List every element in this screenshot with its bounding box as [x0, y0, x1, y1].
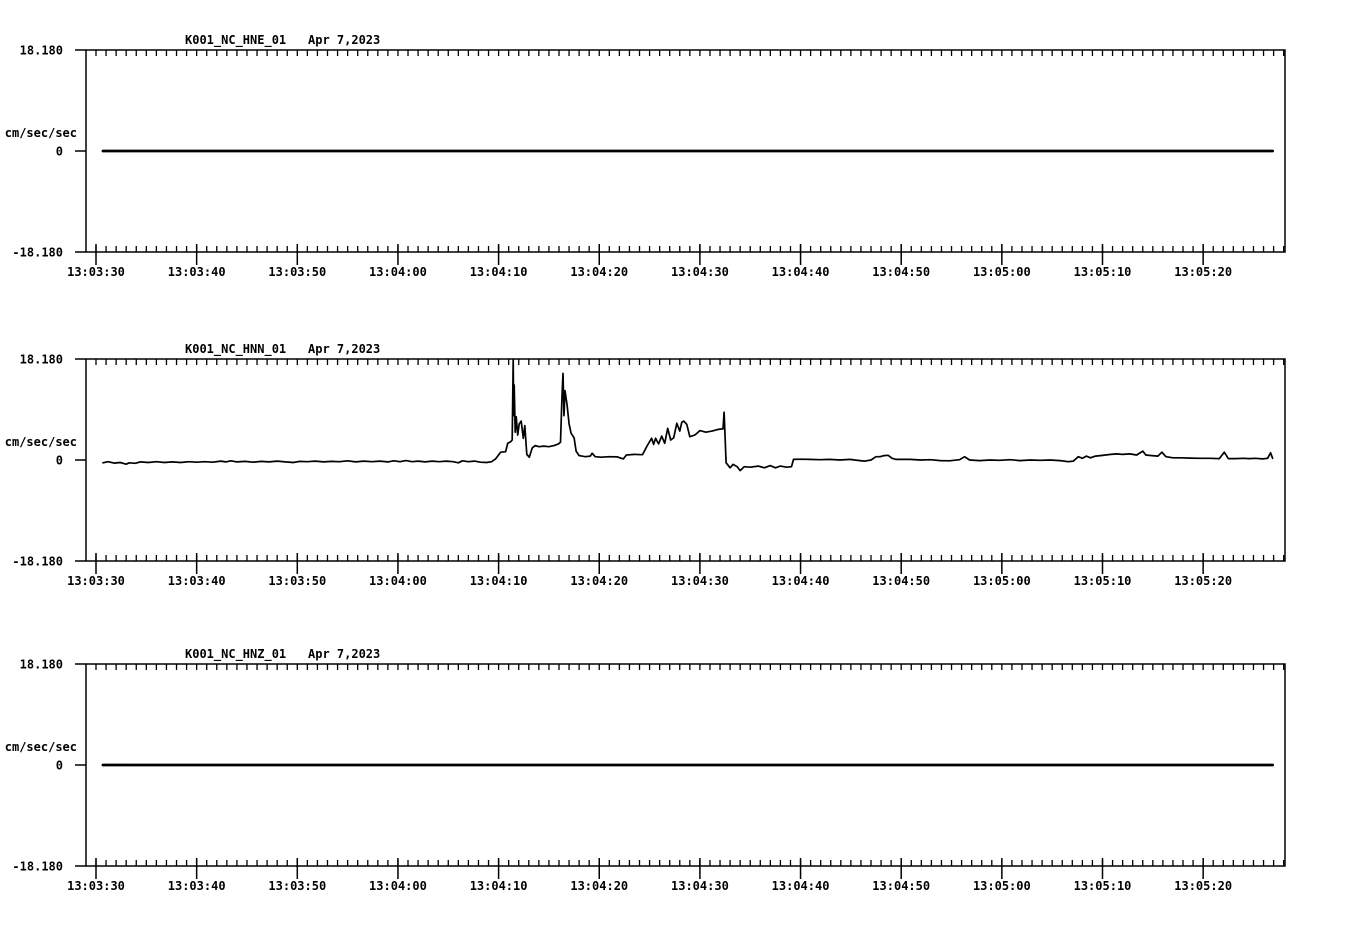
x-tick-label: 13:04:10	[470, 265, 528, 279]
y-axis-unit-label: cm/sec/sec	[5, 435, 77, 449]
x-tick-label: 13:03:40	[168, 879, 226, 893]
x-tick-label: 13:03:40	[168, 574, 226, 588]
y-tick-label: 0	[56, 759, 63, 773]
x-tick-label: 13:05:00	[973, 265, 1031, 279]
y-tick-label: -18.180	[12, 246, 63, 260]
x-tick-label: 13:04:30	[671, 574, 729, 588]
y-ticks	[75, 49, 86, 253]
y-ticks	[75, 663, 86, 867]
x-tick-label: 13:04:20	[570, 265, 628, 279]
y-tick-label: -18.180	[12, 860, 63, 874]
x-tick-label: 13:04:50	[872, 265, 930, 279]
major-ticks	[95, 553, 1204, 574]
y-tick-label: 18.180	[20, 353, 63, 367]
panel-date: Apr 7,2023	[308, 647, 380, 661]
minor-ticks	[95, 664, 1285, 866]
x-tick-label: 13:04:10	[470, 574, 528, 588]
panel-k001_nc_hnz_01: 13:03:30 13:03:40 13:03:50 13:04:00 13:04:10…	[5, 647, 1286, 893]
x-tick-label: 13:05:20	[1174, 879, 1232, 893]
panel-title: K001_NC_HNE_01	[185, 33, 286, 48]
x-tick-label: 13:04:00	[369, 879, 427, 893]
x-tick-label: 13:04:40	[772, 879, 830, 893]
y-tick-label: 18.180	[20, 44, 63, 58]
x-tick-label: 13:03:50	[268, 879, 326, 893]
panel-date: Apr 7,2023	[308, 33, 380, 47]
minor-ticks	[95, 359, 1285, 561]
x-tick-label: 13:04:00	[369, 574, 427, 588]
plot-box	[85, 358, 1286, 562]
x-tick-label: 13:04:40	[772, 574, 830, 588]
x-tick-label: 13:05:20	[1174, 265, 1232, 279]
y-tick-label: -18.180	[12, 555, 63, 569]
y-axis-unit-label: cm/sec/sec	[5, 126, 77, 140]
x-tick-label: 13:05:10	[1074, 879, 1132, 893]
x-tick-label: 13:04:20	[570, 879, 628, 893]
x-tick-label: 13:04:00	[369, 265, 427, 279]
x-tick-label: 13:04:30	[671, 879, 729, 893]
x-tick-label: 13:03:50	[268, 574, 326, 588]
panel-date: Apr 7,2023	[308, 342, 380, 356]
y-axis-unit-label: cm/sec/sec	[5, 740, 77, 754]
panel-title: K001_NC_HNN_01	[185, 342, 286, 357]
x-tick-label: 13:04:20	[570, 574, 628, 588]
x-tick-label: 13:03:30	[67, 265, 125, 279]
x-tick-label: 13:05:10	[1074, 265, 1132, 279]
x-tick-label: 13:05:20	[1174, 574, 1232, 588]
x-tick-label: 13:04:10	[470, 879, 528, 893]
x-tick-label: 13:03:50	[268, 265, 326, 279]
y-tick-label: 0	[56, 454, 63, 468]
panel-k001_nc_hne_01: 13:03:30 13:03:40 13:03:50 13:04:00 13:04:10…	[5, 33, 1286, 279]
x-tick-label: 13:04:50	[872, 574, 930, 588]
x-tick-label: 13:05:00	[973, 574, 1031, 588]
x-tick-label: 13:03:30	[67, 574, 125, 588]
y-tick-label: 18.180	[20, 658, 63, 672]
panel-k001_nc_hnn_01: 13:03:30 13:03:40 13:03:50 13:04:00 13:04:10…	[5, 342, 1286, 588]
waveform-trace	[102, 358, 1274, 472]
major-ticks	[95, 858, 1204, 879]
x-tick-label: 13:03:40	[168, 265, 226, 279]
x-tick-label: 13:04:30	[671, 265, 729, 279]
y-ticks	[75, 358, 86, 562]
x-tick-label: 13:03:30	[67, 879, 125, 893]
panel-title: K001_NC_HNZ_01	[185, 647, 286, 662]
x-tick-label: 13:04:40	[772, 265, 830, 279]
x-tick-label: 13:05:00	[973, 879, 1031, 893]
x-tick-label: 13:05:10	[1074, 574, 1132, 588]
y-tick-label: 0	[56, 145, 63, 159]
major-ticks	[95, 244, 1204, 265]
minor-ticks	[95, 50, 1285, 252]
x-tick-label: 13:04:50	[872, 879, 930, 893]
